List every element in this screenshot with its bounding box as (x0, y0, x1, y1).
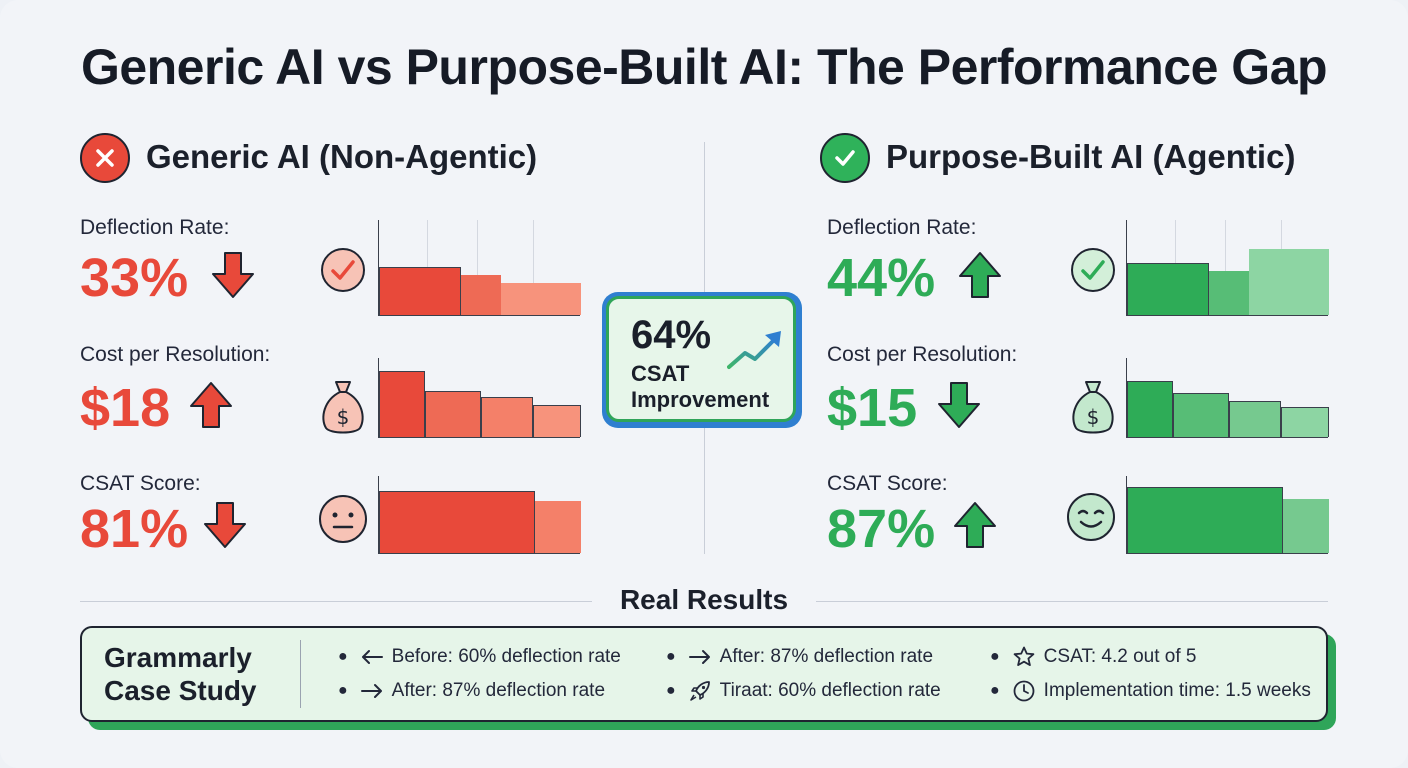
result-item: ● After: 87% deflection rate (338, 679, 606, 703)
bar (533, 405, 581, 437)
case-study-title-line2: Case Study (104, 675, 257, 706)
arrow-down-icon (202, 500, 248, 555)
bar (1127, 487, 1283, 553)
bar (425, 391, 481, 437)
result-item: ● Implementation time: 1.5 weeks (990, 679, 1311, 703)
arrow-right-icon (688, 645, 712, 669)
right-csat-label: CSAT Score: (827, 472, 948, 495)
right-csat-chart (1126, 476, 1329, 554)
right-csat-value: 87% (827, 499, 936, 559)
money-bag-icon: $ (318, 378, 368, 443)
result-item-text: CSAT: 4.2 out of 5 (1043, 646, 1197, 667)
result-item-text: After: 87% deflection rate (391, 680, 606, 701)
neutral-face-icon (318, 494, 368, 549)
result-item: ● After: 87% deflection rate (666, 645, 934, 669)
result-item: ● CSAT: 4.2 out of 5 (990, 645, 1197, 669)
case-study-separator (300, 640, 301, 708)
arrow-up-icon (957, 250, 1003, 305)
bar (379, 491, 535, 553)
check-circle-icon (320, 247, 366, 298)
csat-improvement-callout: 64% CSAT Improvement (602, 292, 802, 428)
result-item-text: Tiraat: 60% deflection rate (719, 680, 941, 701)
divider (816, 601, 1328, 602)
arrow-down-icon (936, 380, 982, 435)
x-circle-icon (80, 133, 130, 183)
csat-improvement-value: 64% (631, 313, 712, 357)
svg-text:$: $ (1087, 405, 1100, 429)
star-icon (1012, 645, 1036, 669)
rocket-icon (688, 679, 712, 703)
arrow-up-icon (952, 500, 998, 555)
left-deflection-value: 33% (80, 248, 189, 308)
arrow-down-icon (210, 250, 256, 305)
check-circle-icon (820, 133, 870, 183)
left-deflection-chart (378, 220, 581, 316)
money-bag-icon: $ (1068, 378, 1118, 443)
bar (1281, 407, 1329, 437)
right-deflection-chart (1126, 220, 1329, 316)
svg-text:$: $ (337, 405, 350, 429)
left-cost-chart (378, 358, 581, 438)
arrow-right-icon (360, 679, 384, 703)
bar (461, 275, 501, 315)
right-cost-chart (1126, 358, 1329, 438)
generic-ai-heading: Generic AI (Non-Agentic) (146, 138, 538, 175)
result-item: ● Before: 60% deflection rate (338, 645, 621, 669)
bar (535, 501, 581, 553)
bar (1127, 263, 1209, 315)
left-deflection-label: Deflection Rate: (80, 216, 230, 239)
arrow-up-icon (188, 380, 234, 435)
csat-improvement-line2: Improvement (631, 387, 770, 412)
left-cost-value: $18 (80, 378, 171, 438)
left-csat-chart (378, 476, 581, 554)
bar (1249, 249, 1329, 315)
result-item-text: Before: 60% deflection rate (391, 646, 621, 667)
right-cost-label: Cost per Resolution: (827, 343, 1018, 366)
bar (481, 397, 533, 437)
case-study-title-line1: Grammarly (104, 642, 252, 673)
right-deflection-value: 44% (827, 248, 936, 308)
bar (1229, 401, 1281, 437)
left-csat-label: CSAT Score: (80, 472, 201, 495)
bar (1127, 381, 1173, 437)
bar (379, 267, 461, 315)
left-cost-label: Cost per Resolution: (80, 343, 271, 366)
right-cost-value: $15 (827, 378, 918, 438)
page-title: Generic AI vs Purpose-Built AI: The Perf… (80, 39, 1328, 95)
real-results-title: Real Results (619, 584, 789, 615)
bar (1283, 499, 1329, 553)
purpose-built-ai-heading: Purpose-Built AI (Agentic) (886, 138, 1296, 175)
bar (1173, 393, 1229, 437)
result-item-text: After: 87% deflection rate (719, 646, 934, 667)
right-deflection-label: Deflection Rate: (827, 216, 977, 239)
left-csat-value: 81% (80, 499, 189, 559)
result-item: ● Tiraat: 60% deflection rate (666, 679, 941, 703)
result-item-text: Implementation time: 1.5 weeks (1043, 680, 1311, 701)
bar (1209, 271, 1249, 315)
csat-improvement-line1: CSAT (631, 361, 690, 386)
bar (379, 371, 425, 437)
clock-icon (1012, 679, 1036, 703)
divider (80, 601, 592, 602)
smiley-face-icon (1066, 492, 1116, 547)
arrow-left-icon (360, 645, 384, 669)
bar (501, 283, 581, 315)
check-circle-icon (1070, 247, 1116, 298)
trend-up-arrow-icon (727, 327, 789, 376)
case-study-panel (80, 626, 1328, 722)
